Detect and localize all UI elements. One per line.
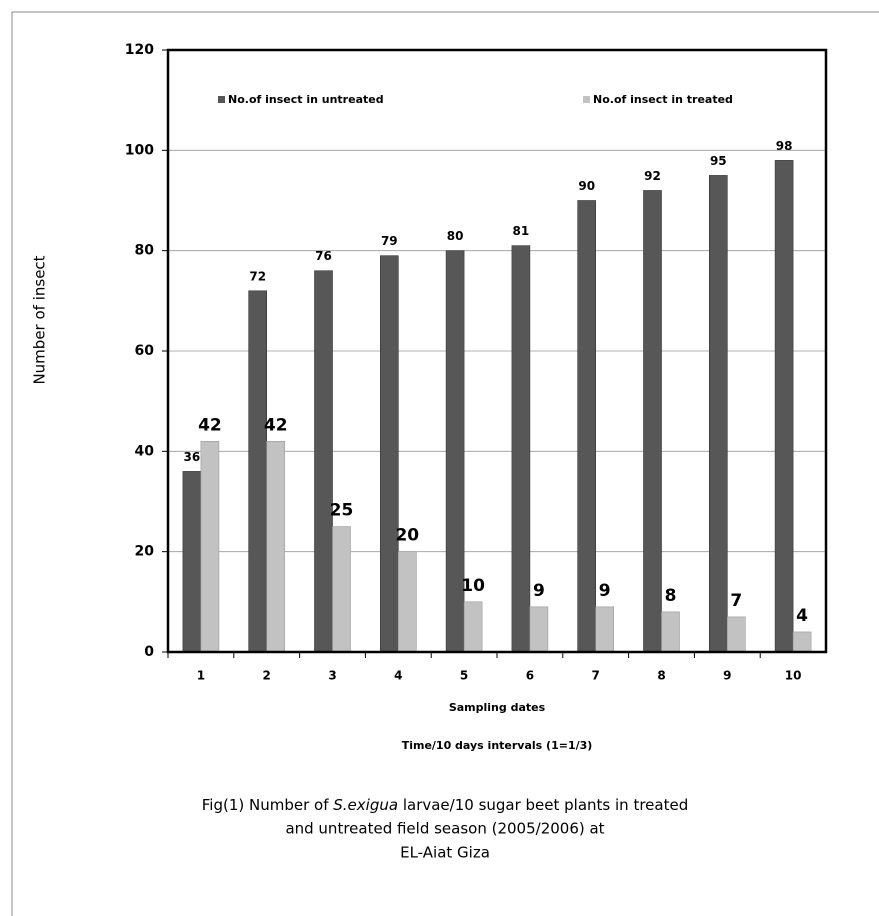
- value-label: 7: [730, 591, 742, 611]
- bar: [182, 471, 202, 653]
- value-label: 36: [184, 450, 201, 464]
- bar: [248, 290, 267, 653]
- bar: [792, 631, 812, 653]
- bar: [708, 175, 728, 653]
- x-axis-sublabel: Time/10 days intervals (1=1/3): [402, 739, 593, 752]
- bar: [661, 611, 680, 653]
- x-tick-label: 6: [526, 669, 534, 683]
- value-label: 79: [381, 234, 398, 248]
- plot-border: [166, 48, 828, 654]
- value-label: 42: [198, 415, 222, 435]
- bar: [511, 245, 531, 653]
- value-label: 80: [447, 229, 464, 243]
- caption-line: and untreated field season (2005/2006) a…: [285, 820, 604, 838]
- value-label: 76: [315, 249, 332, 263]
- bar: [463, 601, 483, 653]
- y-tick-label: 0: [144, 644, 154, 660]
- caption-part: Fig(1) Number of: [202, 796, 334, 814]
- legend-swatch: [218, 96, 225, 103]
- x-tick-label: 5: [460, 669, 468, 683]
- value-label: 92: [644, 169, 661, 183]
- y-tick-label: 60: [135, 343, 155, 359]
- bar: [397, 551, 417, 653]
- value-label: 81: [513, 224, 530, 238]
- x-tick-label: 3: [328, 669, 336, 683]
- bar: [314, 270, 333, 653]
- caption-line: Fig(1) Number of S.exigua larvae/10 suga…: [202, 796, 688, 814]
- value-label: 20: [395, 526, 419, 546]
- y-axis-label: Number of insect: [31, 255, 49, 384]
- caption-part: S.exigua: [333, 796, 398, 814]
- y-tick-label: 20: [135, 544, 155, 560]
- legend-label: No.of insect in untreated: [228, 93, 384, 106]
- y-tick-label: 40: [135, 443, 155, 459]
- bar: [379, 255, 399, 653]
- value-label: 9: [533, 581, 545, 601]
- caption-part: larvae/10 sugar beet plants in treated: [398, 796, 688, 814]
- value-label: 90: [578, 179, 595, 193]
- value-label: 98: [776, 139, 793, 153]
- value-label: 8: [665, 586, 677, 606]
- bar: [726, 616, 746, 653]
- y-tick-label: 100: [125, 142, 154, 158]
- x-tick-label: 1: [197, 669, 205, 683]
- bar: [774, 160, 794, 653]
- bar: [200, 440, 220, 653]
- value-label: 9: [599, 581, 611, 601]
- bar: [577, 200, 597, 653]
- x-tick-label: 9: [723, 669, 731, 683]
- value-label: 42: [264, 415, 288, 435]
- y-tick-label: 80: [135, 243, 155, 259]
- value-label: 95: [710, 154, 727, 168]
- bar: [266, 440, 286, 653]
- caption-line: EL-Aiat Giza: [400, 844, 490, 862]
- bar: [643, 190, 662, 653]
- legend-swatch: [583, 96, 590, 103]
- x-tick-label: 8: [657, 669, 665, 683]
- x-tick-label: 7: [592, 669, 600, 683]
- legend-label: No.of insect in treated: [593, 93, 733, 106]
- bar: [529, 606, 549, 653]
- value-label: 72: [249, 269, 266, 283]
- x-tick-label: 4: [394, 669, 402, 683]
- x-tick-label: 10: [785, 669, 802, 683]
- x-axis-label: Sampling dates: [449, 701, 546, 714]
- value-label: 25: [330, 501, 354, 521]
- value-label: 10: [461, 576, 485, 596]
- bar: [595, 606, 615, 653]
- value-label: 4: [796, 606, 808, 626]
- x-tick-label: 2: [263, 669, 271, 683]
- bar: [332, 526, 351, 653]
- y-tick-label: 120: [125, 42, 154, 58]
